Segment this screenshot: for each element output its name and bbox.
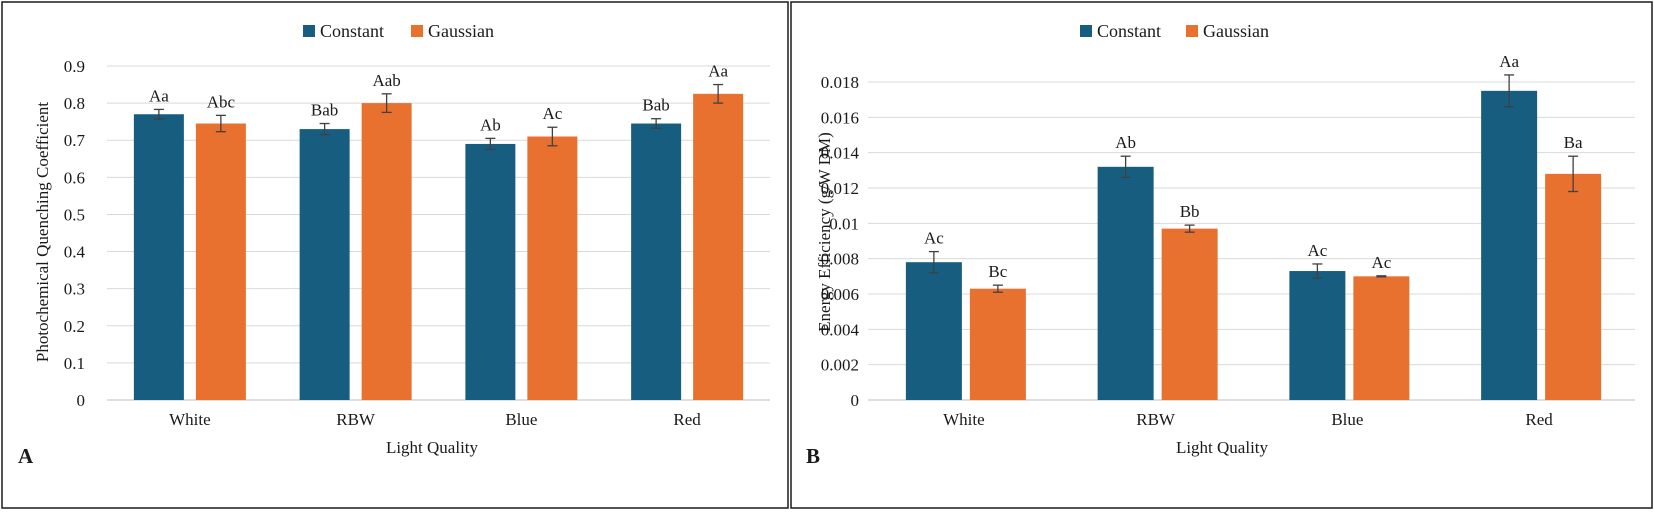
bar-constant-white	[905, 262, 962, 400]
bar-gaussian-white	[969, 288, 1026, 400]
significance-label: Ac	[1307, 241, 1327, 260]
x-category-label: RBW	[336, 410, 376, 429]
legend-label-gaussian: Gaussian	[1203, 21, 1269, 41]
y-tick-label: 0.8	[64, 94, 85, 113]
x-category-label: Blue	[1331, 410, 1363, 429]
y-tick-label: 0	[851, 391, 860, 410]
panel-letter: B	[806, 444, 820, 468]
y-tick-label: 0.4	[64, 243, 86, 262]
bar-gaussian-rbw	[361, 103, 412, 400]
x-axis-title: Light Quality	[1176, 438, 1269, 457]
y-tick-label: 0.1	[64, 354, 85, 373]
significance-label: Ab	[480, 115, 501, 134]
significance-label: Aa	[149, 86, 169, 105]
y-tick-label: 0.7	[64, 131, 86, 150]
bar-gaussian-red	[693, 93, 744, 400]
significance-label: Bb	[1180, 202, 1200, 221]
significance-label: Ba	[1564, 133, 1583, 152]
significance-label: Ac	[1371, 253, 1391, 272]
legend-swatch-gaussian	[411, 25, 423, 37]
y-tick-label: 0.004	[821, 320, 860, 339]
chart-panel-b: 0 0.002 0.004 0.006 0.008 0.01 0.012 0.014 0.016…	[790, 1, 1653, 509]
legend-label-gaussian: Gaussian	[428, 21, 494, 41]
y-tick-label: 0.5	[64, 205, 85, 224]
legend-label-constant: Constant	[1097, 21, 1161, 41]
bar-constant-white	[133, 114, 184, 400]
significance-label: Bab	[311, 101, 338, 120]
legend-swatch-gaussian	[1186, 25, 1198, 37]
x-category-label: Red	[673, 410, 701, 429]
x-category-label: Red	[1525, 410, 1553, 429]
significance-label: Ab	[1115, 133, 1136, 152]
y-axis-title: Energy Efficiency (g/W DM)	[815, 132, 834, 332]
y-axis-title: Photochemical Quenching Coefficient	[33, 102, 52, 363]
x-category-label: RBW	[1136, 410, 1176, 429]
x-category-label: White	[169, 410, 211, 429]
bar-constant-rbw	[299, 129, 350, 401]
significance-label: Abc	[207, 92, 236, 111]
y-tick-label: 0.6	[64, 168, 85, 187]
x-axis-title: Light Quality	[386, 438, 479, 457]
bar-gaussian-red	[1545, 173, 1602, 400]
bar-constant-red	[1481, 90, 1538, 400]
y-tick-label: 0	[77, 391, 86, 410]
y-tick-label: 0.2	[64, 317, 85, 336]
significance-label: Bc	[988, 262, 1007, 281]
chart-panel-a: 0 0.1 0.2 0.3 0.4 0.5 0.6 0.7 0.8 0.9 White Aa Abc RB…	[1, 1, 789, 509]
y-tick-label: 0.9	[64, 57, 85, 76]
significance-label: Aa	[708, 62, 728, 81]
y-tick-label: 0.002	[821, 356, 859, 375]
y-tick-label: 0.012	[821, 179, 859, 198]
significance-label: Bab	[642, 96, 669, 115]
y-tick-label: 0.006	[821, 285, 859, 304]
y-tick-label: 0.018	[821, 73, 859, 92]
bar-constant-blue	[1289, 271, 1346, 400]
y-tick-label: 0.008	[821, 250, 859, 269]
x-category-label: White	[943, 410, 985, 429]
legend-label-constant: Constant	[320, 21, 384, 41]
bar-constant-rbw	[1097, 166, 1154, 400]
bar-gaussian-rbw	[1161, 228, 1218, 400]
y-tick-label: 0.014	[821, 144, 860, 163]
significance-label: Ac	[542, 104, 562, 123]
bar-constant-red	[631, 123, 682, 401]
legend-swatch-constant	[1080, 25, 1092, 37]
y-tick-label: 0.3	[64, 280, 85, 299]
y-tick-label: 0.01	[829, 214, 859, 233]
bar-constant-blue	[465, 143, 516, 400]
x-category-label: Blue	[505, 410, 537, 429]
bar-gaussian-blue	[1353, 276, 1410, 400]
bar-gaussian-white	[195, 123, 246, 401]
significance-label: Ac	[924, 229, 944, 248]
legend-swatch-constant	[303, 25, 315, 37]
panel-letter: A	[18, 444, 34, 468]
bar-gaussian-blue	[527, 136, 578, 400]
y-tick-label: 0.016	[821, 108, 859, 127]
significance-label: Aab	[372, 71, 400, 90]
significance-label: Aa	[1499, 52, 1519, 71]
